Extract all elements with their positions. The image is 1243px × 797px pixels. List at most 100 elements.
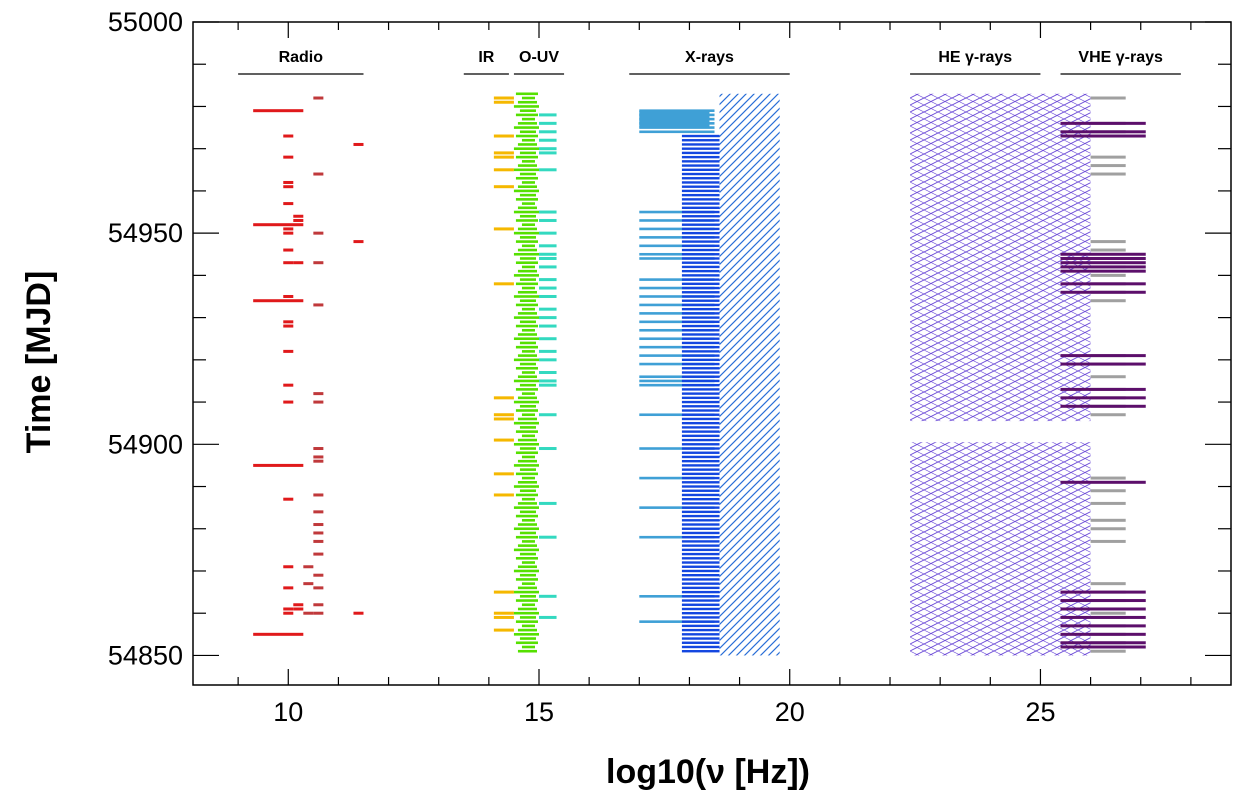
vhe-purple-obs [1060, 269, 1146, 273]
uv-obs [539, 256, 557, 260]
xray-hard-obs [681, 244, 720, 248]
uv-obs [539, 147, 557, 151]
optical-obs [517, 333, 537, 336]
radio-obs [283, 607, 294, 611]
vhe-purple-obs [1060, 256, 1146, 260]
xray-hard-obs [681, 362, 720, 366]
xray-soft-obs [639, 210, 715, 214]
optical-obs [515, 451, 538, 455]
uv-obs [539, 265, 557, 269]
radio-obs [313, 586, 324, 590]
xray-hard-obs [681, 134, 720, 138]
radio-obs [283, 294, 294, 298]
xray-soft-obs [639, 337, 715, 341]
radio-obs [313, 493, 324, 497]
vhe-grey-obs [1090, 518, 1126, 522]
optical-obs [517, 164, 537, 167]
xray-soft-obs [639, 447, 715, 450]
radio-obs [283, 611, 294, 615]
optical-obs [519, 426, 536, 429]
optical-obs [515, 219, 538, 222]
uv-obs [539, 501, 557, 505]
xray-hard-obs [681, 257, 720, 260]
optical-obs [513, 358, 539, 362]
xray-hard-obs [681, 485, 720, 488]
xray-soft-obs [639, 286, 715, 290]
optical-obs [517, 269, 537, 273]
optical-obs [521, 328, 535, 332]
radio-obs [313, 539, 324, 543]
vhe-purple-obs [1060, 130, 1146, 134]
y-tick-label: 55000 [108, 7, 183, 37]
x-tick-label: 10 [273, 697, 303, 727]
optical-obs [519, 362, 536, 366]
optical-obs [521, 202, 535, 205]
optical-obs [517, 607, 537, 611]
xray-hard-obs [681, 291, 720, 294]
vhe-purple-obs [1060, 615, 1146, 619]
xray-soft-obs [639, 354, 715, 357]
x-tick-label: 25 [1025, 697, 1055, 727]
uv-obs [539, 121, 557, 125]
optical-obs [519, 109, 536, 112]
radio-obs [293, 261, 304, 265]
optical-obs [517, 206, 537, 210]
optical-obs [521, 160, 535, 163]
radio-obs [293, 603, 304, 607]
optical-obs [519, 278, 536, 281]
optical-obs [521, 476, 535, 480]
optical-obs [519, 616, 536, 619]
uv-obs [539, 447, 557, 451]
optical-obs [515, 261, 538, 265]
xray-hard-obs [681, 637, 720, 640]
xray-hard-obs [681, 624, 720, 628]
xray-hard-obs [681, 400, 720, 404]
xray-soft-obs [639, 320, 715, 324]
radio-obs [283, 320, 294, 324]
xray-soft-obs [639, 227, 715, 231]
xray-soft-obs [639, 476, 715, 480]
xray-soft-obs [639, 303, 715, 307]
optical-obs [517, 354, 537, 357]
xray-hard-obs [681, 476, 720, 480]
optical-obs [521, 286, 535, 290]
uv-obs [539, 594, 557, 598]
xray-hard-obs [681, 620, 720, 623]
xray-hard-obs [681, 523, 720, 526]
optical-obs [513, 210, 539, 214]
xray-hard-obs [681, 493, 720, 497]
ir-obs [493, 96, 514, 100]
xray-hard-obs [681, 223, 720, 226]
optical-obs [517, 628, 537, 632]
xray-hard-obs [681, 177, 720, 180]
xray-hard-obs [681, 324, 720, 328]
x-tick-label: 15 [524, 697, 554, 727]
xray-hard-obs [681, 392, 720, 395]
xray-hard-obs [681, 139, 720, 142]
vhe-grey-obs [1090, 240, 1126, 244]
y-axis-title: Time [MJD] [20, 271, 58, 454]
uv-obs [539, 383, 557, 387]
radio-obs [283, 248, 294, 252]
optical-obs [515, 493, 538, 497]
uv-obs [539, 168, 557, 172]
optical-obs [515, 345, 538, 349]
optical-obs [513, 147, 539, 150]
radio-obs [313, 172, 324, 176]
xray-hard-obs [681, 582, 720, 585]
ir-obs [493, 134, 514, 138]
xray-hard-obs [681, 557, 720, 560]
vhe-grey-obs [1090, 299, 1126, 303]
xray-hard-obs [681, 544, 720, 547]
xray-hard-obs [681, 333, 720, 336]
radio-obs [283, 134, 294, 138]
ir-obs [493, 611, 514, 615]
optical-obs [519, 383, 536, 387]
xray-hard-obs [681, 489, 720, 492]
optical-obs [521, 603, 535, 607]
optical-obs [515, 641, 538, 645]
xray-hard-obs [681, 147, 720, 150]
xray-hard-obs [681, 307, 720, 311]
vhe-grey-obs [1090, 582, 1126, 586]
xray-hard-obs [681, 578, 720, 581]
